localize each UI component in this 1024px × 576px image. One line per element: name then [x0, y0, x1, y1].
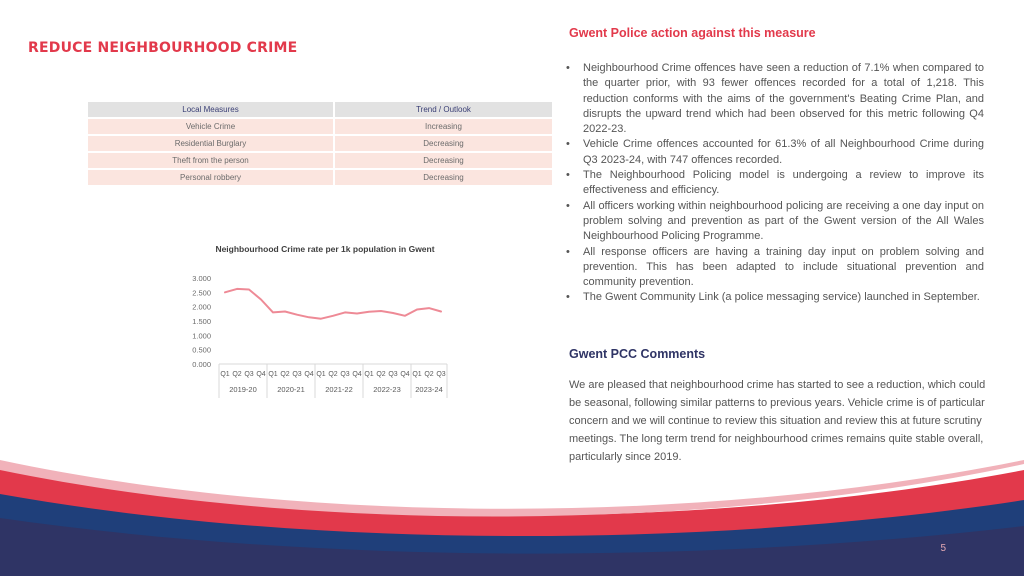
year-label: 2022-23	[373, 385, 401, 394]
footer-wave-decoration	[0, 460, 1024, 576]
x-tick-label: Q2	[280, 371, 289, 378]
chart-title: Neighbourhood Crime rate per 1k populati…	[215, 244, 435, 254]
measure-name: Theft from the person	[88, 153, 335, 168]
page-number: 5	[940, 543, 946, 554]
pcc-comments-heading: Gwent PCC Comments	[569, 347, 706, 361]
y-tick-label: 0.500	[192, 346, 211, 355]
year-label: 2021-22	[325, 385, 353, 394]
x-tick-label: Q4	[304, 371, 313, 378]
measure-trend: Decreasing	[335, 170, 552, 185]
x-tick-label: Q3	[340, 371, 349, 378]
measure-name: Residential Burglary	[88, 136, 335, 151]
x-tick-label: Q2	[424, 371, 433, 378]
crime-rate-chart: 3.000 2.500 2.000 1.500 1.000 0.500 0.000 Q1 Q2 Q…	[175, 240, 475, 400]
x-tick-label: Q3	[292, 371, 301, 378]
measure-trend: Decreasing	[335, 136, 552, 151]
table-row: Vehicle Crime Increasing	[88, 119, 552, 134]
list-item: The Neighbourhood Policing model is unde…	[566, 168, 984, 199]
actions-heading: Gwent Police action against this measure	[569, 26, 816, 40]
header-trend-outlook: Trend / Outlook	[335, 102, 552, 117]
year-label: 2023-24	[415, 385, 443, 394]
measure-name: Vehicle Crime	[88, 119, 335, 134]
year-label: 2019-20	[229, 385, 257, 394]
x-tick-label: Q2	[328, 371, 337, 378]
x-tick-label: Q4	[352, 371, 361, 378]
y-tick-label: 2.500	[192, 288, 211, 297]
y-tick-label: 2.000	[192, 303, 211, 312]
x-tick-label: Q3	[388, 371, 397, 378]
x-tick-label: Q2	[232, 371, 241, 378]
table-row: Personal robbery Decreasing	[88, 170, 552, 185]
list-item: Vehicle Crime offences accounted for 61.…	[566, 137, 984, 168]
measure-trend: Increasing	[335, 119, 552, 134]
table-header-row: Local Measures Trend / Outlook	[88, 102, 552, 117]
actions-list: Neighbourhood Crime offences have seen a…	[566, 61, 984, 306]
local-measures-table: Local Measures Trend / Outlook Vehicle C…	[88, 100, 552, 187]
list-item: Neighbourhood Crime offences have seen a…	[566, 61, 984, 137]
header-local-measures: Local Measures	[88, 102, 335, 117]
list-item: All response officers are having a train…	[566, 245, 984, 291]
x-tick-label: Q3	[244, 371, 253, 378]
x-tick-label: Q4	[256, 371, 265, 378]
y-tick-label: 1.500	[192, 317, 211, 326]
x-tick-label: Q1	[220, 371, 229, 378]
pcc-comments-text: We are pleased that neighbourhood crime …	[569, 379, 986, 463]
y-tick-label: 0.000	[192, 360, 211, 369]
list-item: All officers working within neighbourhoo…	[566, 199, 984, 245]
list-item: The Gwent Community Link (a police messa…	[566, 290, 984, 306]
x-tick-label: Q1	[364, 371, 373, 378]
x-tick-label: Q3	[436, 371, 445, 378]
table-row: Residential Burglary Decreasing	[88, 136, 552, 151]
table-row: Theft from the person Decreasing	[88, 153, 552, 168]
x-tick-label: Q1	[412, 371, 421, 378]
x-tick-label: Q1	[316, 371, 325, 378]
page-title: REDUCE NEIGHBOURHOOD CRIME	[28, 40, 298, 56]
measure-name: Personal robbery	[88, 170, 335, 185]
measure-trend: Decreasing	[335, 153, 552, 168]
x-tick-label: Q1	[268, 371, 277, 378]
x-tick-label: Q2	[376, 371, 385, 378]
y-tick-label: 1.000	[192, 331, 211, 340]
y-tick-label: 3.000	[192, 274, 211, 283]
x-tick-label: Q4	[400, 371, 409, 378]
year-label: 2020-21	[277, 385, 305, 394]
series-line	[224, 287, 442, 320]
